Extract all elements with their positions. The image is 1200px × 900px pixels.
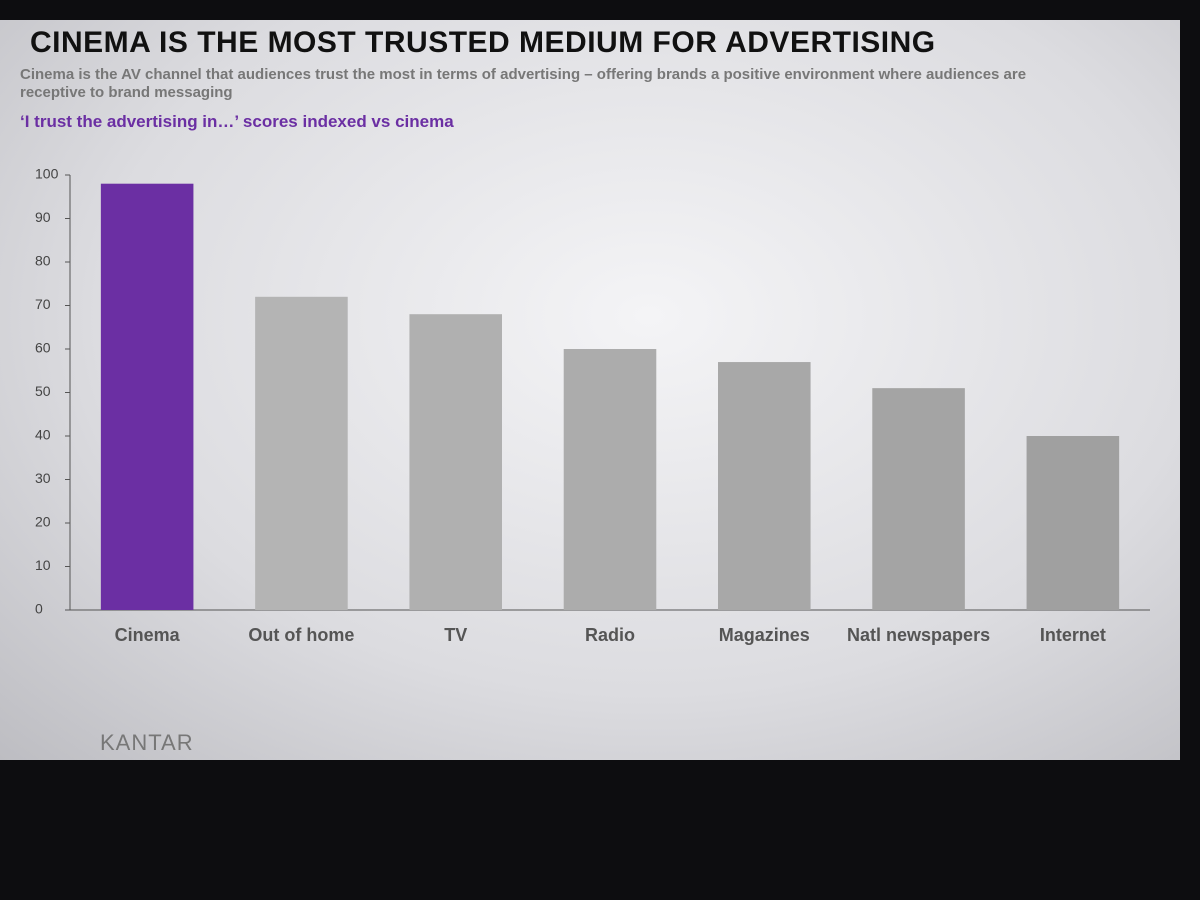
axis-caption: ‘I trust the advertising in…’ scores ind… (20, 112, 454, 131)
chart: 0 10 20 30 40 50 60 70 80 90 100 Cinema Out of home T… (35, 166, 1150, 645)
x-tick-label: Magazines (719, 625, 810, 645)
y-tick-label: 100 (35, 166, 59, 182)
x-tick-label: Natl newspapers (847, 625, 990, 645)
y-tick-label: 20 (35, 514, 51, 530)
bar (255, 296, 348, 610)
bar (872, 388, 965, 610)
x-tick-label: Out of home (248, 625, 354, 645)
y-tick-label: 0 (35, 601, 43, 617)
bar (409, 314, 502, 610)
chart-title: CINEMA IS THE MOST TRUSTED MEDIUM FOR AD… (30, 26, 936, 59)
bar (1026, 436, 1120, 610)
y-tick-label: 70 (35, 296, 51, 312)
bar (100, 183, 194, 610)
y-tick-label: 80 (35, 253, 51, 269)
y-tick-label: 30 (35, 470, 51, 486)
bar (718, 362, 811, 610)
slide: CINEMA IS THE MOST TRUSTED MEDIUM FOR AD… (0, 20, 1180, 760)
y-tick-label: 50 (35, 383, 51, 399)
y-tick-label: 10 (35, 557, 51, 573)
y-tick-label: 60 (35, 340, 51, 356)
logo: KANTAR (100, 730, 194, 755)
x-tick-label: TV (444, 625, 467, 645)
bar (563, 349, 657, 610)
y-tick-label: 90 (35, 209, 51, 225)
x-tick-label: Radio (585, 625, 635, 645)
x-tick-label: Cinema (115, 625, 181, 645)
chart-subtitle: Cinema is the AV channel that audiences … (20, 66, 1027, 101)
y-tick-label: 40 (35, 427, 51, 443)
x-tick-label: Internet (1040, 625, 1106, 645)
